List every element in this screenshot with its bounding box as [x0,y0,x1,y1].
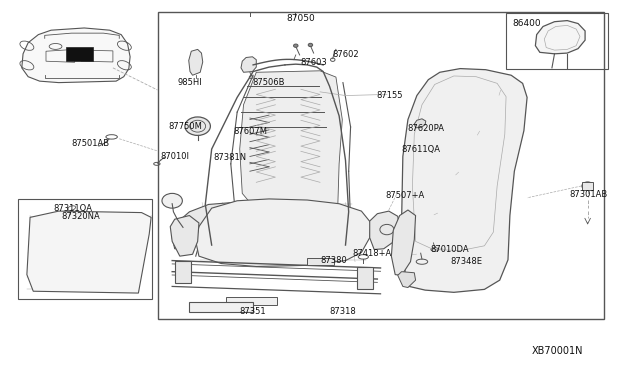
Ellipse shape [185,117,211,135]
Bar [506,13,608,68]
Text: 87620PA: 87620PA [407,124,444,132]
Text: 87507+A: 87507+A [385,191,424,200]
Text: 87603: 87603 [300,58,327,67]
Polygon shape [397,272,415,288]
Text: 87351: 87351 [240,307,266,316]
Text: 87010I: 87010I [160,152,189,161]
Text: 87501AB: 87501AB [72,140,109,148]
Bar [157,13,604,319]
Text: 87311QA: 87311QA [53,203,92,213]
Ellipse shape [162,193,182,208]
Text: 87611QA: 87611QA [401,145,440,154]
Text: 87320NA: 87320NA [61,212,100,221]
Polygon shape [401,68,527,292]
Polygon shape [22,28,130,83]
Polygon shape [536,20,585,54]
Text: 87301AB: 87301AB [570,190,608,199]
Text: 87348E: 87348E [451,257,483,266]
Text: 87010DA: 87010DA [430,245,468,254]
Ellipse shape [582,182,593,190]
Polygon shape [170,215,199,256]
Text: 87607M: 87607M [233,127,267,136]
Bar [189,302,253,311]
Bar [175,260,191,283]
Text: 985HI: 985HI [178,78,202,87]
Text: 87318: 87318 [329,307,356,316]
Ellipse shape [211,211,236,229]
Text: 87381N: 87381N [213,153,246,162]
Bar [18,199,152,299]
Text: XB70001N: XB70001N [531,346,583,356]
Ellipse shape [308,43,313,46]
Text: 87506B: 87506B [253,78,285,87]
Bar [357,267,373,289]
Polygon shape [27,211,151,293]
Bar [67,47,93,61]
Polygon shape [172,202,237,249]
Bar [582,182,593,190]
Bar [226,297,276,305]
Text: 87050: 87050 [287,13,316,22]
Text: 87750M: 87750M [168,122,202,131]
Ellipse shape [294,44,298,47]
Text: 87155: 87155 [377,91,403,100]
Text: 87418+A: 87418+A [353,250,392,259]
Polygon shape [370,211,399,250]
Ellipse shape [344,216,363,230]
Text: 87380: 87380 [321,256,348,265]
Text: 86400: 86400 [513,19,541,28]
Text: 87602: 87602 [332,51,359,60]
Polygon shape [189,49,203,75]
Bar [307,259,334,265]
Polygon shape [241,57,256,72]
Polygon shape [240,71,342,208]
Polygon shape [196,199,371,266]
Polygon shape [392,210,415,275]
Polygon shape [414,119,426,128]
